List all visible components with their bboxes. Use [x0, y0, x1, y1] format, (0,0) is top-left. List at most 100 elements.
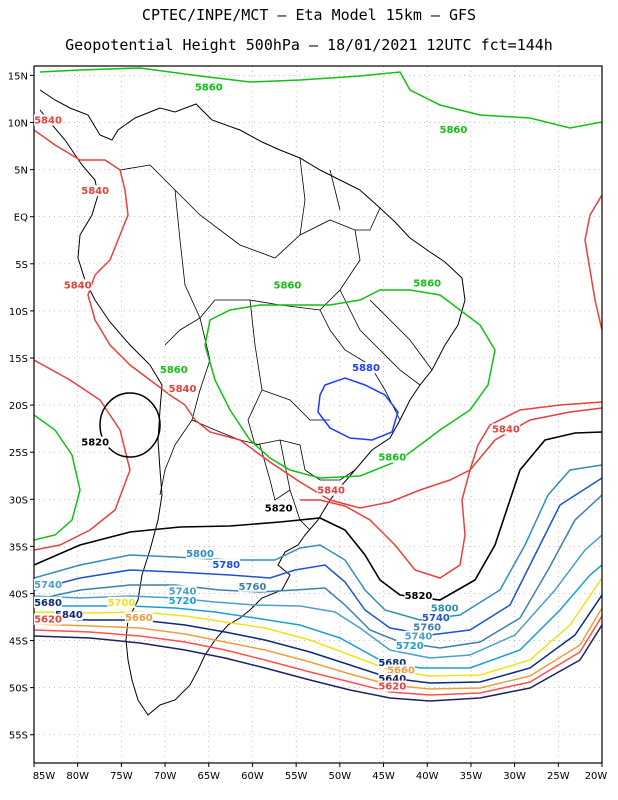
x-tick-label: 75W [110, 771, 133, 782]
contour-label: 5860 [273, 280, 301, 291]
contour-label-bg [186, 547, 215, 559]
contour-label-bg [194, 81, 223, 93]
contour-label: 5720 [396, 641, 424, 652]
contour-label-bg [378, 680, 407, 692]
contour-label: 5840 [34, 116, 62, 127]
contour-label-bg [413, 277, 442, 289]
contour-label: 5840 [64, 280, 92, 291]
contour-label: 5800 [186, 549, 214, 560]
contour-label: 5640 [378, 674, 406, 685]
contour-label-bg [34, 114, 62, 126]
contour-label-bg [212, 559, 241, 571]
y-tick-label: 30S [9, 495, 28, 506]
contour-label: 5740 [405, 632, 433, 643]
contour-label-bg [491, 423, 520, 435]
contour-label: 5740 [169, 586, 197, 597]
contour-label: 5620 [34, 615, 62, 626]
contour-label: 5660 [125, 613, 153, 624]
contour-labels: 5860 5860 5840 5840 5840 5860 5860 5860 5840 5880… [34, 81, 520, 693]
plot-frame [33, 65, 603, 764]
coastline-layer [39, 89, 466, 716]
country-borders [119, 157, 433, 531]
contour-5860-west [34, 414, 81, 541]
contour-label-bg [430, 602, 459, 614]
x-tick-label: 70W [154, 771, 177, 782]
y-tick-label: 40S [9, 589, 28, 600]
contour-5820-main [34, 431, 602, 601]
contour-label-bg [159, 364, 188, 376]
contour-label: 5700 [107, 598, 135, 609]
contour-label-bg [168, 594, 197, 606]
contour-5840-west [34, 359, 131, 551]
map-title-line1: CPTEC/INPE/MCT – Eta Model 15km – GFS [141, 6, 477, 24]
x-tick-label: 45W [372, 771, 395, 782]
contour-label: 5620 [378, 682, 406, 693]
contour-label-bg [378, 657, 407, 669]
contour-label-bg [378, 673, 407, 685]
contour-label: 5860 [160, 365, 188, 376]
y-tick-label: 15S [9, 354, 28, 365]
contour-label-bg [317, 484, 346, 496]
contour-5840-northeast [584, 194, 602, 331]
x-tick-labels: 85W 80W 75W 70W 65W 60W 55W 50W 45W 40W 35W 30W 25W 2… [33, 763, 608, 782]
contour-label: 5800 [431, 603, 459, 614]
y-tick-label: 20S [9, 401, 28, 412]
grid-lines [33, 66, 603, 763]
contour-5620 [34, 624, 602, 702]
contour-label-bg [81, 185, 110, 197]
x-tick-label: 80W [66, 771, 89, 782]
contour-label-bg [168, 585, 197, 597]
contour-label: 5680 [378, 658, 406, 669]
contour-label-bg [34, 613, 62, 625]
x-tick-label: 40W [416, 771, 439, 782]
contour-label-bg [413, 621, 442, 633]
contour-label: 5860 [413, 278, 441, 289]
contour-5720 [34, 564, 602, 669]
contour-label-bg [168, 382, 197, 394]
contour-label-bg [378, 451, 407, 463]
x-tick-label: 35W [460, 771, 483, 782]
contour-5880 [317, 377, 399, 441]
contour-label-bg [238, 580, 267, 592]
contour-label: 5740 [422, 613, 450, 624]
contour-label: 5660 [387, 666, 415, 677]
x-tick-label: 20W [585, 771, 608, 782]
contour-label: 5840 [169, 384, 197, 395]
x-tick-label: 25W [547, 771, 570, 782]
contour-label: 5820 [405, 591, 433, 602]
contour-label-bg [404, 590, 433, 602]
x-tick-label: 30W [503, 771, 526, 782]
x-tick-label: 50W [329, 771, 352, 782]
contour-label: 5680 [34, 598, 62, 609]
contour-label: 5860 [195, 83, 223, 94]
x-tick-label: 65W [197, 771, 220, 782]
contour-label-bg [387, 664, 416, 676]
contour-label: 5760 [239, 582, 267, 593]
contour-label-bg [352, 362, 381, 374]
contour-label: 5720 [169, 596, 197, 607]
y-tick-label: 15N [8, 71, 28, 82]
contour-label: 5760 [413, 622, 441, 633]
contour-label-bg [404, 630, 433, 642]
contour-label: 5840 [317, 486, 345, 497]
y-tick-label: 35S [9, 542, 28, 553]
south-america-coastline [39, 89, 466, 716]
y-tick-label: 5S [15, 260, 28, 271]
y-tick-label: 45S [9, 637, 28, 648]
y-tick-label: 10N [8, 119, 28, 130]
y-tick-label: 55S [9, 731, 28, 742]
contour-label-bg [54, 609, 83, 621]
contour-5660 [34, 607, 602, 690]
contour-5840-north [34, 129, 602, 509]
contour-5760 [34, 494, 602, 649]
contour-label: 5820 [81, 438, 109, 449]
contour-label-bg [63, 279, 92, 291]
contour-label: 5880 [352, 363, 380, 374]
contour-label-bg [81, 436, 110, 448]
contour-label: 5860 [378, 453, 406, 464]
contour-label-bg [107, 596, 136, 608]
contour-layer [34, 67, 602, 702]
contour-label: 5840 [492, 424, 520, 435]
contour-label-bg [34, 596, 62, 608]
